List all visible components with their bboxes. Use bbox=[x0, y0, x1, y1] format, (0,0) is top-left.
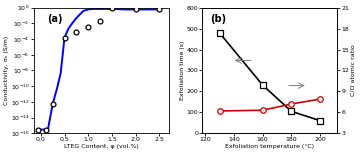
Y-axis label: Conductivity, σₑ (S/m): Conductivity, σₑ (S/m) bbox=[4, 36, 9, 105]
Text: (a): (a) bbox=[47, 14, 63, 24]
X-axis label: LTEG Content, φ (vol.%): LTEG Content, φ (vol.%) bbox=[64, 144, 139, 149]
Text: (b): (b) bbox=[210, 14, 226, 24]
X-axis label: Exfoliation temperature (°C): Exfoliation temperature (°C) bbox=[225, 144, 314, 149]
Y-axis label: Exfoliation time (s): Exfoliation time (s) bbox=[180, 41, 185, 100]
Y-axis label: C/O atomic ratio: C/O atomic ratio bbox=[351, 45, 356, 96]
